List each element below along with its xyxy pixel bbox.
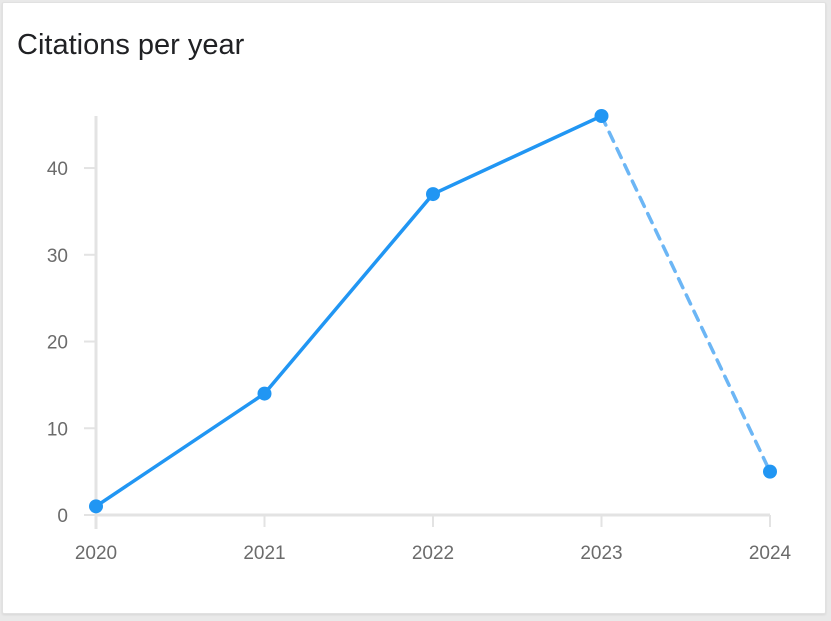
- chart-lines: [94, 114, 772, 509]
- data-point-2020[interactable]: [89, 499, 103, 514]
- chart-card: Citations per year: [2, 2, 826, 614]
- x-tick-label: 2024: [749, 543, 792, 564]
- series-line-segment: [431, 114, 604, 196]
- y-tick-label: 0: [57, 506, 68, 527]
- chart-labels: 0 10 20 30 40 2020 2021 2022 2023 2024: [47, 159, 792, 564]
- x-tick-label: 2023: [580, 543, 622, 564]
- data-point-2024[interactable]: [763, 464, 777, 479]
- y-tick-label: 10: [47, 419, 68, 440]
- series-line-segment: [262, 192, 435, 396]
- y-tick-label: 20: [47, 333, 68, 354]
- x-tick-label: 2021: [243, 543, 285, 564]
- chart-points: [89, 109, 777, 514]
- y-tick-label: 30: [47, 246, 68, 267]
- data-point-2021[interactable]: [257, 386, 272, 401]
- chart-title: Citations per year: [17, 29, 245, 61]
- projection-line-segment: [599, 114, 772, 474]
- y-tick-label: 40: [47, 159, 68, 180]
- chart-axes: [84, 116, 771, 529]
- data-point-2023[interactable]: [594, 109, 609, 123]
- series-line-segment: [94, 391, 267, 509]
- x-tick-label: 2022: [412, 543, 454, 564]
- x-tick-label: 2020: [75, 543, 117, 564]
- data-point-2022[interactable]: [426, 187, 440, 202]
